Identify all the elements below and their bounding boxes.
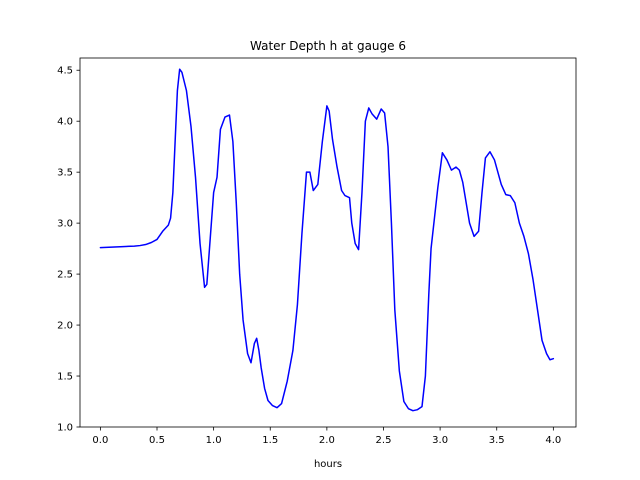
y-tick-label: 1.5 — [57, 372, 73, 383]
x-tick-label: 2.5 — [376, 435, 392, 446]
x-axis-label: hours — [314, 459, 342, 470]
x-tick-label: 4.0 — [545, 435, 561, 446]
x-tick-label: 3.5 — [489, 435, 505, 446]
plot-frame — [79, 57, 577, 428]
x-tick-label: 2.0 — [319, 435, 335, 446]
y-tick-label: 2.5 — [57, 270, 73, 281]
x-tick-label: 3.0 — [432, 435, 448, 446]
series-line-0 — [99, 68, 555, 412]
x-tick-label: 0.5 — [149, 435, 165, 446]
x-tick-label: 0.0 — [92, 435, 108, 446]
plot-area: 0.0 0.5 1.0 1.5 2.0 2.5 3.0 3.5 4.0 1.0 1.5 2.0 2.5 3… — [57, 57, 577, 446]
y-tick-label: 1.0 — [57, 423, 73, 434]
x-tick-label: 1.5 — [262, 435, 278, 446]
y-tick-label: 2.0 — [57, 321, 73, 332]
chart-title: Water Depth h at gauge 6 — [250, 39, 406, 53]
x-tick-label: 1.0 — [206, 435, 222, 446]
y-tick-label: 4.5 — [57, 66, 73, 77]
y-tick-label: 4.0 — [57, 117, 73, 128]
y-tick-label: 3.0 — [57, 219, 73, 230]
y-tick-label: 3.5 — [57, 168, 73, 179]
